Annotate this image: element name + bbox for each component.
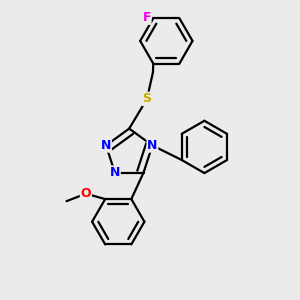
Text: N: N bbox=[147, 139, 158, 152]
Text: S: S bbox=[142, 92, 152, 105]
Text: O: O bbox=[80, 187, 91, 200]
Text: N: N bbox=[101, 139, 111, 152]
Text: F: F bbox=[142, 11, 151, 24]
Text: N: N bbox=[110, 166, 120, 179]
